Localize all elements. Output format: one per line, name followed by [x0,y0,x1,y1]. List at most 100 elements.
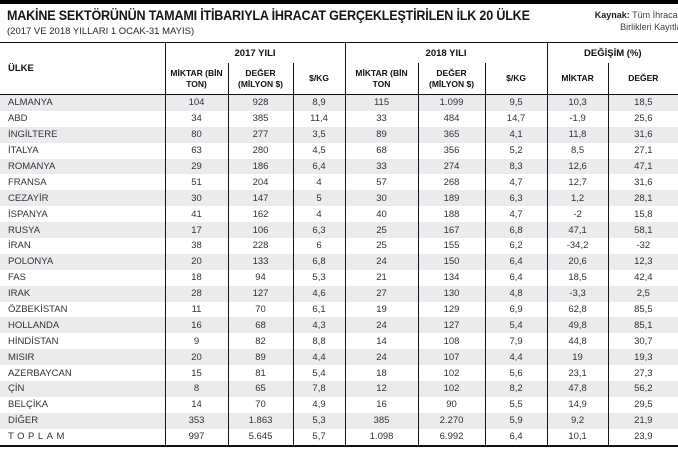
value-cell: 8,5 [546,142,609,159]
value-cell: 12,6 [546,158,609,175]
country-cell: TOPLAM [8,431,68,443]
country-cell: POLONYA [8,256,54,268]
value-cell: 4 [292,174,346,191]
value-cell: 27,1 [607,142,678,159]
value-cell: 10,3 [546,94,609,111]
country-cell: İRAN [8,240,31,252]
value-cell: 8,3 [484,158,548,175]
group-header-change: DEĞİŞİM (%) [546,42,678,63]
top-bar [0,0,678,4]
value-cell: 353 [164,412,228,429]
value-cell: 94 [227,269,293,286]
value-cell: 4,5 [292,142,346,159]
table-row: FRANSA 51 204 4 57 268 4,7 12,7 31,6 [0,174,678,191]
value-cell: 24 [344,253,419,270]
value-cell: 68 [344,142,419,159]
value-cell: 40 [344,206,419,223]
value-cell: 25 [344,222,419,239]
column-header-2017-deger: DEĞER (MİLYON $) [227,63,293,95]
value-cell: 2,5 [607,285,678,302]
value-cell: 18 [344,365,419,382]
value-cell: 8,8 [292,333,346,350]
value-cell: 85,1 [607,317,678,334]
value-cell: 1.098 [344,428,419,446]
value-cell: 31,6 [607,126,678,143]
country-cell: RUSYA [8,224,41,236]
value-cell: 385 [344,412,419,429]
value-cell: 484 [417,110,486,127]
value-cell: 89 [227,349,293,366]
value-cell: 49,8 [546,317,609,334]
value-cell: 6,4 [484,428,548,446]
value-cell: 167 [417,222,486,239]
table-row: ALMANYA 104 928 8,9 115 1.099 9,5 10,3 18,5 [0,94,678,111]
value-cell: 14 [344,333,419,350]
value-cell: 16 [344,396,419,413]
source-text: Tüm İhracatçı Birlikleri Kayıtları [620,10,678,33]
value-cell: 6,2 [484,238,548,254]
country-cell: ÖZBEKİSTAN [8,304,68,316]
value-cell: 24 [344,349,419,366]
country-cell: IRAK [8,288,31,300]
value-cell: 81 [227,365,293,382]
value-cell: -34,2 [546,238,609,254]
table-row: FAS 18 94 5,3 21 134 6,4 18,5 42,4 [0,269,678,286]
value-cell: 5,6 [484,365,548,382]
table-row: DİĞER 353 1.863 5,3 385 2.270 5,9 9,2 21,9 [0,412,678,429]
value-cell: 5,3 [292,269,346,286]
value-cell: 14,9 [546,396,609,413]
value-cell: 6,1 [292,301,346,318]
source-label: Kaynak: [594,10,630,20]
country-cell: İNGİLTERE [8,129,58,141]
value-cell: 385 [227,110,293,127]
value-cell: 4,4 [292,349,346,366]
value-cell: 19 [344,301,419,318]
value-cell: 4,4 [484,349,548,366]
value-cell: 4,7 [484,206,548,223]
value-cell: 30 [344,190,419,207]
value-cell: 47,8 [546,381,609,397]
country-cell: ALMANYA [8,97,53,109]
value-cell: -2 [546,206,609,223]
value-cell: 228 [227,238,293,254]
value-cell: 268 [417,174,486,191]
country-cell: MISIR [8,351,35,363]
country-cell: HİNDİSTAN [8,335,59,347]
value-cell: 9 [164,333,228,350]
value-cell: 20 [164,253,228,270]
value-cell: 33 [344,110,419,127]
column-header-2018-deger: DEĞER (MİLYON $) [417,63,486,95]
value-cell: 63 [164,142,228,159]
value-cell: 42,4 [607,269,678,286]
value-cell: 127 [417,317,486,334]
value-cell: 15 [164,365,228,382]
value-cell: 106 [227,222,293,239]
value-cell: 31,6 [607,174,678,191]
value-cell: 8,2 [484,381,548,397]
value-cell: 18,5 [546,269,609,286]
value-cell: 8 [164,381,228,397]
value-cell: 19,3 [607,349,678,366]
value-cell: -1,9 [546,110,609,127]
value-cell: -32 [607,238,678,254]
value-cell: 23,9 [607,428,678,446]
table-row: HOLLANDA 16 68 4,3 24 127 5,4 49,8 85,1 [0,317,678,334]
country-cell: AZERBAYCAN [8,367,72,379]
value-cell: 3,5 [292,126,346,143]
value-cell: 7,9 [484,333,548,350]
value-cell: 4,3 [292,317,346,334]
value-cell: 5,3 [292,412,346,429]
country-cell: DİĞER [8,415,39,427]
table-row: CEZAYİR 30 147 5 30 189 6,3 1,2 28,1 [0,190,678,207]
country-cell: ÇİN [8,383,25,395]
value-cell: 1.099 [417,94,486,111]
value-cell: 6,4 [484,253,548,270]
value-cell: 102 [417,365,486,382]
masthead: MAKİNE SEKTÖRÜNÜN TAMAMI İTİBARIYLA İHRA… [0,4,678,42]
value-cell: 56,2 [607,381,678,397]
value-cell: 5,7 [292,428,346,446]
value-cell: 57 [344,174,419,191]
value-cell: 11,8 [546,126,609,143]
table-row: BELÇİKA 14 70 4,9 16 90 5,5 14,9 29,5 [0,396,678,413]
value-cell: 1,2 [546,190,609,207]
